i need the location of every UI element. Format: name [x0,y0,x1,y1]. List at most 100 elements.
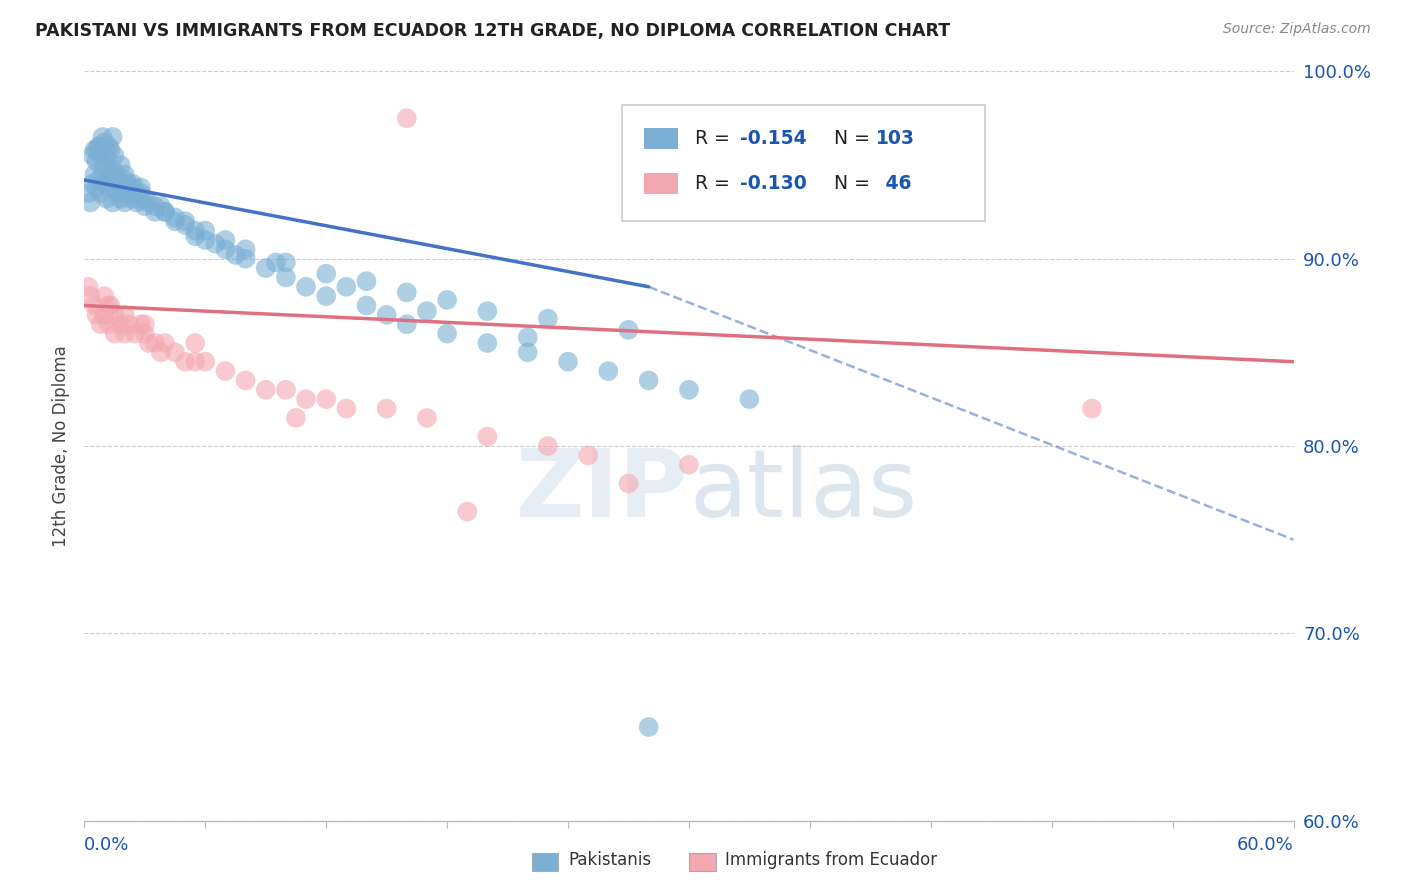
Point [89,186,111,201]
Text: -0.154: -0.154 [740,129,807,148]
Point [436,293,458,307]
Point [174,355,197,369]
Point [97,180,120,194]
Point [1081,401,1104,416]
Point [356,299,378,313]
Point [101,195,124,210]
Point [134,199,156,213]
Point [86,180,108,194]
Point [165,211,187,225]
Point [100,168,122,182]
Point [93,136,115,150]
Point [214,364,236,378]
Point [114,308,136,322]
Point [516,345,538,359]
Point [107,177,129,191]
Point [97,318,120,332]
Point [204,236,226,251]
Point [598,364,620,378]
Text: 103: 103 [876,129,915,148]
Point [557,355,579,369]
Point [537,311,560,326]
Text: Source: ZipAtlas.com: Source: ZipAtlas.com [1223,22,1371,37]
Point [93,158,115,172]
Point [395,112,418,126]
Point [456,505,478,519]
Point [79,195,101,210]
Point [315,392,337,407]
Text: atlas: atlas [689,445,917,537]
Point [138,336,160,351]
Point [86,308,108,322]
Point [254,261,277,276]
Point [194,224,217,238]
Point [110,158,132,172]
Point [637,374,659,388]
Point [100,299,122,313]
Point [225,248,247,262]
Point [576,449,599,463]
Point [315,289,337,303]
Point [121,177,143,191]
FancyBboxPatch shape [689,853,716,871]
Point [143,336,166,351]
Point [194,355,217,369]
Point [118,318,141,332]
Point [105,168,128,182]
Point [184,336,207,351]
Point [104,149,127,163]
Point [83,143,105,157]
Point [295,280,318,294]
Point [315,267,337,281]
Point [87,173,110,187]
Point [477,336,499,351]
Point [516,330,538,344]
Point [395,318,418,332]
Point [356,274,378,288]
Point [115,186,138,201]
FancyBboxPatch shape [644,173,678,194]
Point [120,192,142,206]
Text: R =: R = [695,129,735,148]
Point [149,199,172,213]
Point [129,180,152,194]
Point [104,173,127,187]
Point [93,289,115,303]
Point [129,186,152,201]
Point [77,186,100,201]
Point [100,143,122,157]
Point [134,318,156,332]
Point [91,161,114,176]
Point [274,383,297,397]
Point [77,280,100,294]
Text: R =: R = [695,174,735,194]
Text: N =: N = [834,174,876,194]
Point [274,255,297,269]
Point [96,149,118,163]
Point [637,720,659,734]
FancyBboxPatch shape [623,105,986,221]
Point [97,173,120,187]
FancyBboxPatch shape [531,853,558,871]
Point [184,224,207,238]
Point [174,214,197,228]
Point [143,199,166,213]
Text: 0.0%: 0.0% [84,836,129,854]
Text: 46: 46 [879,174,911,194]
Point [285,411,308,425]
Point [416,304,439,318]
Point [184,229,207,244]
Point [104,326,127,341]
Point [97,139,120,153]
Point [235,252,257,266]
Point [678,383,700,397]
Point [89,149,111,163]
Point [165,345,187,359]
Point [375,308,398,322]
Point [114,326,136,341]
Point [97,299,120,313]
Point [129,318,152,332]
Point [121,180,143,194]
Point [93,177,115,191]
Point [83,168,105,182]
